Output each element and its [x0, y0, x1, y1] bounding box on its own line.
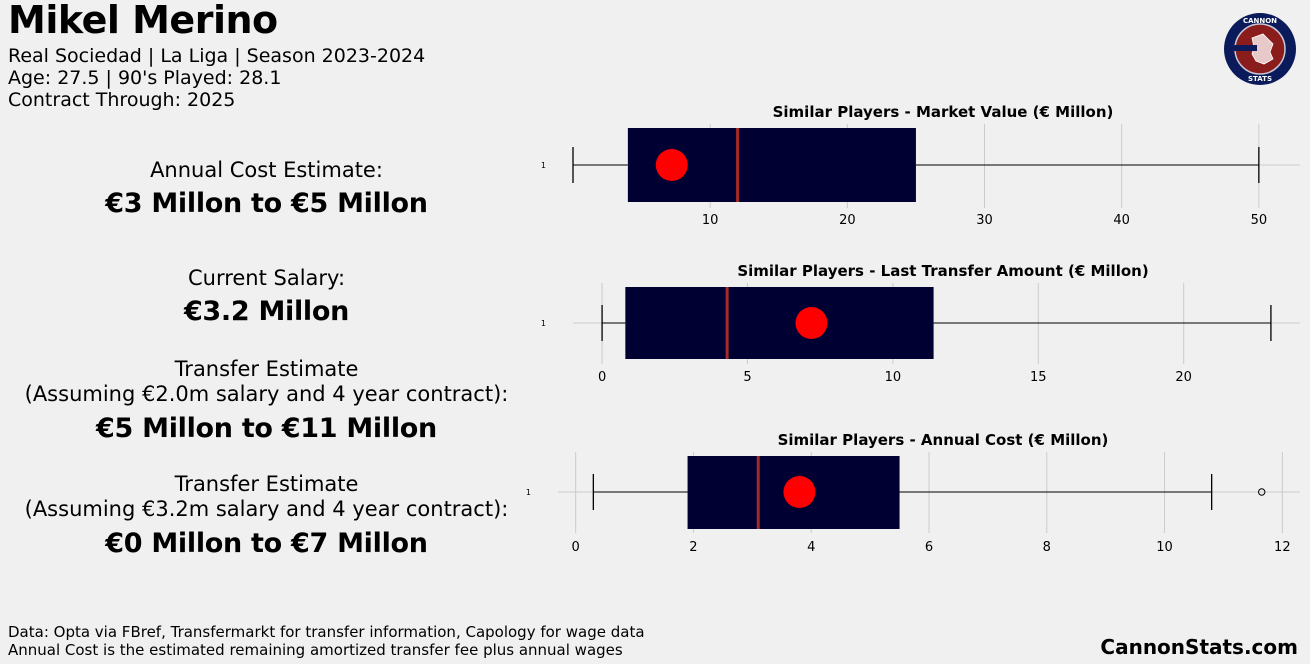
- annual-cost-note: Annual Cost is the estimated remaining a…: [8, 641, 623, 659]
- outlier-point: [1258, 488, 1266, 496]
- estimate-label: Current Salary:: [187, 266, 346, 290]
- estimate-value: €3.2 Millon: [183, 296, 350, 327]
- logo-map-shape: [1251, 33, 1274, 65]
- player-marker: [655, 149, 688, 181]
- x-tick-label: 20: [839, 213, 856, 228]
- y-tick-label: 1: [526, 488, 531, 497]
- boxplot-1: Similar Players - Market Value (€ Millon…: [541, 103, 1300, 228]
- estimate-label: Transfer Estimate (Assuming €3.2m salary…: [24, 472, 509, 521]
- player-name: Mikel Merino: [8, 0, 278, 42]
- x-tick-label: 8: [1043, 540, 1051, 555]
- boxplot-2: Similar Players - Last Transfer Amount (…: [541, 262, 1300, 385]
- transfer-estimate-3-2m: Transfer Estimate (Assuming €3.2m salary…: [0, 472, 533, 561]
- logo-top-text: CANNON: [1243, 17, 1277, 25]
- x-tick-label: 4: [807, 540, 815, 555]
- x-tick-label: 0: [598, 370, 606, 385]
- current-salary: Current Salary: €3.2 Millon: [0, 266, 533, 329]
- x-tick-label: 40: [1113, 213, 1130, 228]
- x-tick-label: 10: [702, 213, 719, 228]
- transfer-estimate-2m: Transfer Estimate (Assuming €2.0m salary…: [0, 357, 533, 446]
- boxplot-3: Similar Players - Annual Cost (€ Millon)…: [526, 431, 1300, 555]
- estimate-value: €0 Millon to €7 Millon: [105, 528, 428, 559]
- player-marker: [795, 307, 828, 339]
- estimate-label: Annual Cost Estimate:: [150, 158, 383, 182]
- x-tick-label: 15: [1030, 370, 1047, 385]
- contract-through: Contract Through: 2025: [8, 89, 236, 111]
- logo-cannon-barrel: [1231, 45, 1257, 51]
- chart-title: Similar Players - Last Transfer Amount (…: [737, 262, 1148, 280]
- x-tick-label: 10: [885, 370, 902, 385]
- y-tick-label: 1: [541, 161, 546, 170]
- estimate-value: €3 Millon to €5 Millon: [105, 188, 428, 219]
- x-tick-label: 0: [572, 540, 580, 555]
- chart-title: Similar Players - Annual Cost (€ Millon): [778, 431, 1109, 449]
- estimate-value: €5 Millon to €11 Millon: [96, 413, 437, 444]
- cannon-stats-logo: CANNON STATS: [1224, 13, 1296, 85]
- x-tick-label: 10: [1156, 540, 1173, 555]
- iqr-box: [625, 287, 934, 359]
- x-tick-label: 30: [976, 213, 993, 228]
- chart-title: Similar Players - Market Value (€ Millon…: [773, 103, 1114, 121]
- data-source-note: Data: Opta via FBref, Transfermarkt for …: [8, 623, 645, 641]
- x-tick-label: 50: [1251, 213, 1268, 228]
- y-tick-label: 1: [541, 319, 546, 328]
- estimate-label: Transfer Estimate (Assuming €2.0m salary…: [24, 357, 509, 406]
- x-tick-label: 12: [1274, 540, 1291, 555]
- annual-cost-estimate: Annual Cost Estimate: €3 Millon to €5 Mi…: [0, 158, 533, 221]
- age-and-minutes: Age: 27.5 | 90's Played: 28.1: [8, 67, 282, 89]
- logo-bottom-text: STATS: [1248, 75, 1272, 83]
- x-tick-label: 20: [1175, 370, 1192, 385]
- x-tick-label: 5: [743, 370, 751, 385]
- club-league-season: Real Sociedad | La Liga | Season 2023-20…: [8, 45, 426, 67]
- brand-name: CannonStats.com: [1100, 635, 1298, 659]
- player-marker: [783, 476, 816, 508]
- x-tick-label: 2: [689, 540, 697, 555]
- x-tick-label: 6: [925, 540, 933, 555]
